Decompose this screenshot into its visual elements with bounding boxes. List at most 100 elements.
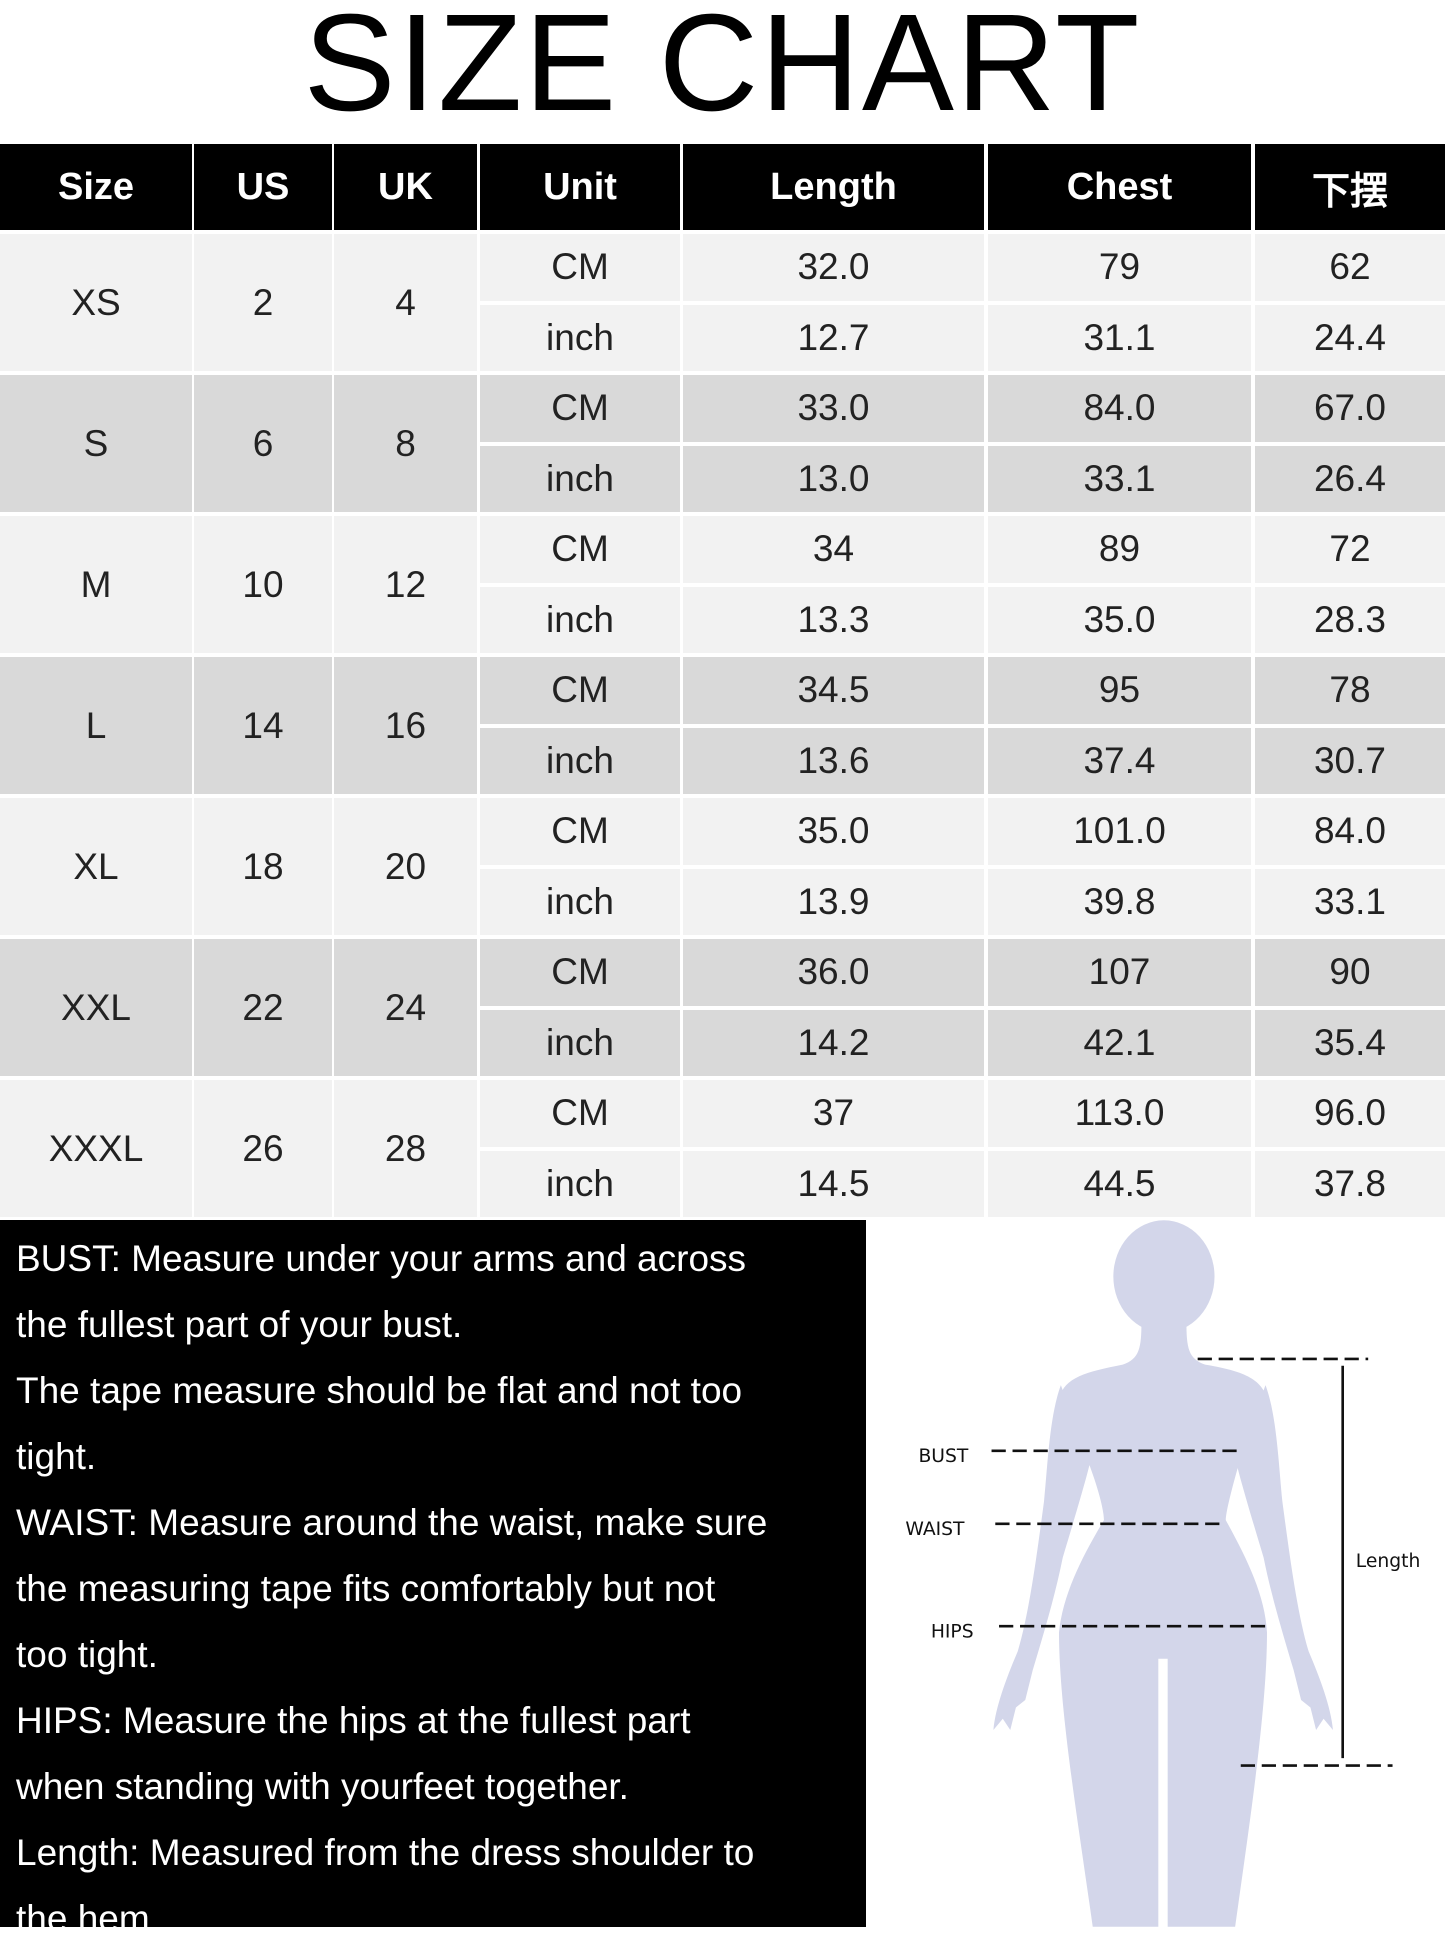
- chest-inch-cell: 31.1: [988, 304, 1251, 371]
- uk-cell: 24: [334, 939, 477, 1076]
- uk-cell: 4: [334, 234, 477, 371]
- length-cm-cell: 32.0: [683, 234, 984, 301]
- unit-cell-cm: CM: [480, 234, 680, 301]
- hem-inch-cell: 33.1: [1255, 868, 1445, 935]
- note-line: when standing with yourfeet together.: [16, 1766, 629, 1807]
- head-shape: [1113, 1220, 1215, 1333]
- hem-cm-cell: 96.0: [1255, 1080, 1445, 1147]
- size-cell: XXL: [0, 939, 192, 1076]
- us-cell: 26: [194, 1080, 332, 1217]
- right-arm-shape: [1236, 1385, 1333, 1730]
- uk-cell: 16: [334, 657, 477, 794]
- waist-label: WAIST: [905, 1519, 965, 1540]
- uk-cell: 28: [334, 1080, 477, 1217]
- header-us: US: [194, 144, 332, 230]
- body-silhouette-diagram: BUST WAIST HIPS Length: [905, 1220, 1420, 1927]
- hem-cm-cell: 67.0: [1255, 375, 1445, 442]
- header-hem: 下摆: [1255, 144, 1445, 230]
- left-arm-shape: [993, 1385, 1090, 1730]
- chest-inch-cell: 35.0: [988, 586, 1251, 653]
- chest-cm-cell: 101.0: [988, 798, 1251, 865]
- note-line: the measuring tape fits comfortably but …: [16, 1568, 716, 1609]
- chest-cm-cell: 107: [988, 939, 1251, 1006]
- page-title: SIZE CHART: [303, 0, 1142, 140]
- length-cm-cell: 37: [683, 1080, 984, 1147]
- us-cell: 6: [194, 375, 332, 512]
- note-line: The tape measure should be flat and not …: [16, 1370, 743, 1411]
- hem-cm-cell: 78: [1255, 657, 1445, 724]
- torso-shape: [1059, 1321, 1267, 1927]
- size-cell: M: [0, 516, 192, 653]
- body-measurement-figure: BUST WAIST HIPS Length: [866, 1220, 1445, 1927]
- chest-inch-cell: 42.1: [988, 1009, 1251, 1076]
- unit-cell-cm: CM: [480, 939, 680, 1006]
- header-chest: Chest: [988, 144, 1251, 230]
- hem-inch-cell: 35.4: [1255, 1009, 1445, 1076]
- hem-inch-cell: 28.3: [1255, 586, 1445, 653]
- note-line: tight.: [16, 1436, 97, 1477]
- us-cell: 22: [194, 939, 332, 1076]
- unit-cell-cm: CM: [480, 798, 680, 865]
- length-cm-cell: 34: [683, 516, 984, 583]
- chest-inch-cell: 33.1: [988, 445, 1251, 512]
- unit-cell-inch: inch: [480, 1009, 680, 1076]
- size-cell: XL: [0, 798, 192, 935]
- hips-label: HIPS: [931, 1621, 974, 1642]
- unit-cell-inch: inch: [480, 304, 680, 371]
- note-line: the hem.: [16, 1898, 160, 1939]
- header-uk: UK: [334, 144, 477, 230]
- note-line: WAIST: Measure around the waist, make su…: [16, 1502, 768, 1543]
- length-inch-cell: 14.2: [683, 1009, 984, 1076]
- length-inch-cell: 13.0: [683, 445, 984, 512]
- note-line: too tight.: [16, 1634, 158, 1675]
- unit-cell-inch: inch: [480, 1150, 680, 1217]
- chest-inch-cell: 39.8: [988, 868, 1251, 935]
- length-inch-cell: 13.9: [683, 868, 984, 935]
- chest-cm-cell: 113.0: [988, 1080, 1251, 1147]
- length-inch-cell: 12.7: [683, 304, 984, 371]
- size-cell: S: [0, 375, 192, 512]
- hem-inch-cell: 24.4: [1255, 304, 1445, 371]
- unit-cell-inch: inch: [480, 445, 680, 512]
- size-cell: L: [0, 657, 192, 794]
- chest-cm-cell: 89: [988, 516, 1251, 583]
- hem-inch-cell: 37.8: [1255, 1150, 1445, 1217]
- note-line: the fullest part of your bust.: [16, 1304, 463, 1345]
- hem-inch-cell: 26.4: [1255, 445, 1445, 512]
- length-inch-cell: 13.3: [683, 586, 984, 653]
- chest-cm-cell: 79: [988, 234, 1251, 301]
- chest-inch-cell: 44.5: [988, 1150, 1251, 1217]
- length-cm-cell: 36.0: [683, 939, 984, 1006]
- us-cell: 10: [194, 516, 332, 653]
- note-line: HIPS: Measure the hips at the fullest pa…: [16, 1700, 691, 1741]
- uk-cell: 20: [334, 798, 477, 935]
- size-cell: XS: [0, 234, 192, 371]
- hem-inch-cell: 30.7: [1255, 727, 1445, 794]
- silhouette: [993, 1220, 1333, 1927]
- length-cm-cell: 34.5: [683, 657, 984, 724]
- unit-cell-cm: CM: [480, 1080, 680, 1147]
- length-cm-cell: 33.0: [683, 375, 984, 442]
- unit-cell-cm: CM: [480, 375, 680, 442]
- us-cell: 18: [194, 798, 332, 935]
- note-line: BUST: Measure under your arms and across: [16, 1238, 747, 1279]
- hem-cm-cell: 72: [1255, 516, 1445, 583]
- size-cell: XXXL: [0, 1080, 192, 1217]
- chest-inch-cell: 37.4: [988, 727, 1251, 794]
- unit-cell-inch: inch: [480, 868, 680, 935]
- header-unit: Unit: [480, 144, 680, 230]
- unit-cell-cm: CM: [480, 657, 680, 724]
- uk-cell: 12: [334, 516, 477, 653]
- measurement-notes: BUST: Measure under your arms and across…: [0, 1220, 866, 1939]
- hem-cm-cell: 90: [1255, 939, 1445, 1006]
- bust-label: BUST: [918, 1446, 968, 1467]
- us-cell: 14: [194, 657, 332, 794]
- header-length: Length: [683, 144, 984, 230]
- hem-cm-cell: 84.0: [1255, 798, 1445, 865]
- uk-cell: 8: [334, 375, 477, 512]
- chest-cm-cell: 95: [988, 657, 1251, 724]
- note-line: Length: Measured from the dress shoulder…: [16, 1832, 755, 1873]
- length-inch-cell: 13.6: [683, 727, 984, 794]
- hem-cm-cell: 62: [1255, 234, 1445, 301]
- header-size: Size: [0, 144, 192, 230]
